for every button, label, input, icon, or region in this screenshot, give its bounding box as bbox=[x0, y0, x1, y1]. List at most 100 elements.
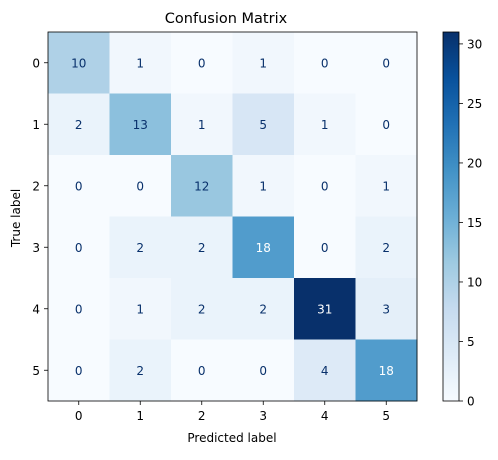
heatmap-cell-r2-c3 bbox=[232, 155, 295, 217]
heatmap-cell-r0-c3 bbox=[232, 32, 295, 94]
cell-value-r4-c5: 3 bbox=[382, 302, 390, 316]
heatmap-cell-r5-c5 bbox=[355, 339, 418, 402]
y-axis-label: True label bbox=[9, 189, 23, 248]
heatmap-cell-r1-c3 bbox=[232, 93, 295, 156]
heatmap-cell-r5-c3 bbox=[232, 339, 295, 402]
x-tick-label: 0 bbox=[75, 409, 83, 423]
heatmap-cell-r0-c2 bbox=[171, 32, 233, 94]
heatmap-cell-r2-c0 bbox=[48, 155, 110, 217]
cell-value-r0-c2: 0 bbox=[198, 56, 206, 70]
cell-value-r5-c5: 18 bbox=[379, 364, 394, 378]
plot-frame bbox=[47, 31, 418, 402]
x-axis: 0 1 2 3 4 5 bbox=[75, 401, 390, 423]
cell-value-r2-c3: 1 bbox=[259, 179, 267, 193]
cell-value-r3-c2: 2 bbox=[198, 241, 206, 255]
cell-value-r3-c3: 18 bbox=[256, 241, 271, 255]
cell-value-r2-c4: 0 bbox=[321, 179, 329, 193]
heatmap-cell-r4-c3 bbox=[232, 278, 295, 340]
cell-value-r1-c1: 13 bbox=[133, 118, 148, 132]
heatmap-cell-r1-c2 bbox=[171, 93, 233, 156]
cell-value-r5-c3: 0 bbox=[259, 364, 267, 378]
cell-value-r4-c4: 31 bbox=[317, 302, 332, 316]
colorbar-tick-label: 15 bbox=[467, 216, 482, 230]
cell-value-r0-c0: 10 bbox=[71, 56, 86, 70]
colorbar-tick-label: 0 bbox=[467, 395, 475, 409]
y-tick-label: 2 bbox=[32, 179, 40, 193]
heatmap-cell-r3-c0 bbox=[48, 216, 110, 279]
heatmap-cell-r5-c0 bbox=[48, 339, 110, 402]
x-axis-label: Predicted label bbox=[187, 431, 276, 445]
colorbar-tick-label: 25 bbox=[467, 97, 482, 111]
cell-value-r3-c5: 2 bbox=[382, 241, 390, 255]
heatmap-cell-r5-c2 bbox=[171, 339, 233, 402]
cell-value-r2-c0: 0 bbox=[75, 179, 83, 193]
heatmap-cells bbox=[47, 31, 418, 402]
heatmap-cell-r5-c4 bbox=[294, 339, 356, 402]
cell-value-r1-c2: 1 bbox=[198, 118, 206, 132]
cell-value-r0-c4: 0 bbox=[321, 56, 329, 70]
cell-value-r2-c1: 0 bbox=[136, 179, 144, 193]
cell-value-r5-c2: 0 bbox=[198, 364, 206, 378]
cell-value-r0-c3: 1 bbox=[259, 56, 267, 70]
x-tick-label: 2 bbox=[198, 409, 206, 423]
heatmap-cell-r2-c5 bbox=[355, 155, 418, 217]
heatmap-cell-r4-c5 bbox=[355, 278, 418, 340]
cell-value-r1-c0: 2 bbox=[75, 118, 83, 132]
cell-value-r4-c1: 1 bbox=[136, 302, 144, 316]
chart-title: Confusion Matrix bbox=[165, 11, 288, 27]
heatmap-cell-r0-c5 bbox=[355, 32, 418, 94]
cell-value-r1-c4: 1 bbox=[321, 118, 329, 132]
heatmap-cell-r2-c4 bbox=[294, 155, 356, 217]
colorbar bbox=[442, 31, 460, 402]
heatmap-cell-r2-c1 bbox=[109, 155, 172, 217]
cell-value-r4-c2: 2 bbox=[198, 302, 206, 316]
heatmap-cell-labels: 10 1 0 1 0 02 13 1 5 1 00 0 12 1 0 10 2 2 18 0 20 1 2 2 31 30 2 0 0 4… bbox=[71, 56, 394, 378]
colorbar-ticks: 0 5 10 15 20 25 30 bbox=[459, 37, 482, 409]
cell-value-r1-c5: 0 bbox=[382, 118, 390, 132]
heatmap-cell-r5-c1 bbox=[109, 339, 172, 402]
heatmap-cell-r4-c2 bbox=[171, 278, 233, 340]
x-tick-label: 5 bbox=[382, 409, 390, 423]
x-tick-label: 1 bbox=[136, 409, 144, 423]
y-tick-label: 0 bbox=[32, 56, 40, 70]
heatmap-cell-r0-c0 bbox=[48, 32, 110, 94]
y-axis: 0 1 2 3 4 5 bbox=[32, 56, 48, 378]
x-tick-label: 4 bbox=[321, 409, 329, 423]
heatmap-cell-r4-c0 bbox=[48, 278, 110, 340]
y-tick-label: 3 bbox=[32, 241, 40, 255]
colorbar-tick-label: 20 bbox=[467, 156, 482, 170]
heatmap-cell-r2-c2 bbox=[171, 155, 233, 217]
y-tick-label: 1 bbox=[32, 118, 40, 132]
cell-value-r2-c2: 12 bbox=[194, 179, 209, 193]
colorbar-tick-label: 5 bbox=[467, 335, 475, 349]
colorbar-tick-label: 30 bbox=[467, 37, 482, 51]
heatmap-cell-r4-c4 bbox=[294, 278, 356, 340]
heatmap-cell-r3-c3 bbox=[232, 216, 295, 279]
cell-value-r4-c3: 2 bbox=[259, 302, 267, 316]
y-tick-label: 4 bbox=[32, 302, 40, 316]
cell-value-r0-c1: 1 bbox=[136, 56, 144, 70]
cell-value-r0-c5: 0 bbox=[382, 56, 390, 70]
cell-value-r3-c0: 0 bbox=[75, 241, 83, 255]
y-tick-label: 5 bbox=[32, 364, 40, 378]
x-tick-label: 3 bbox=[259, 409, 267, 423]
cell-value-r5-c1: 2 bbox=[136, 364, 144, 378]
cell-value-r1-c3: 5 bbox=[259, 118, 267, 132]
cell-value-r3-c1: 2 bbox=[136, 241, 144, 255]
heatmap-cell-r3-c2 bbox=[171, 216, 233, 279]
heatmap-cell-r1-c5 bbox=[355, 93, 418, 156]
cell-value-r5-c0: 0 bbox=[75, 364, 83, 378]
heatmap-cell-r0-c1 bbox=[109, 32, 172, 94]
heatmap-cell-r1-c0 bbox=[48, 93, 110, 156]
cell-value-r4-c0: 0 bbox=[75, 302, 83, 316]
cell-value-r3-c4: 0 bbox=[321, 241, 329, 255]
cell-value-r2-c5: 1 bbox=[382, 179, 390, 193]
heatmap-cell-r3-c5 bbox=[355, 216, 418, 279]
heatmap-cell-r1-c1 bbox=[109, 93, 172, 156]
colorbar-tick-label: 10 bbox=[467, 275, 482, 289]
heatmap-cell-r3-c4 bbox=[294, 216, 356, 279]
cell-value-r5-c4: 4 bbox=[321, 364, 329, 378]
heatmap-cell-r4-c1 bbox=[109, 278, 172, 340]
